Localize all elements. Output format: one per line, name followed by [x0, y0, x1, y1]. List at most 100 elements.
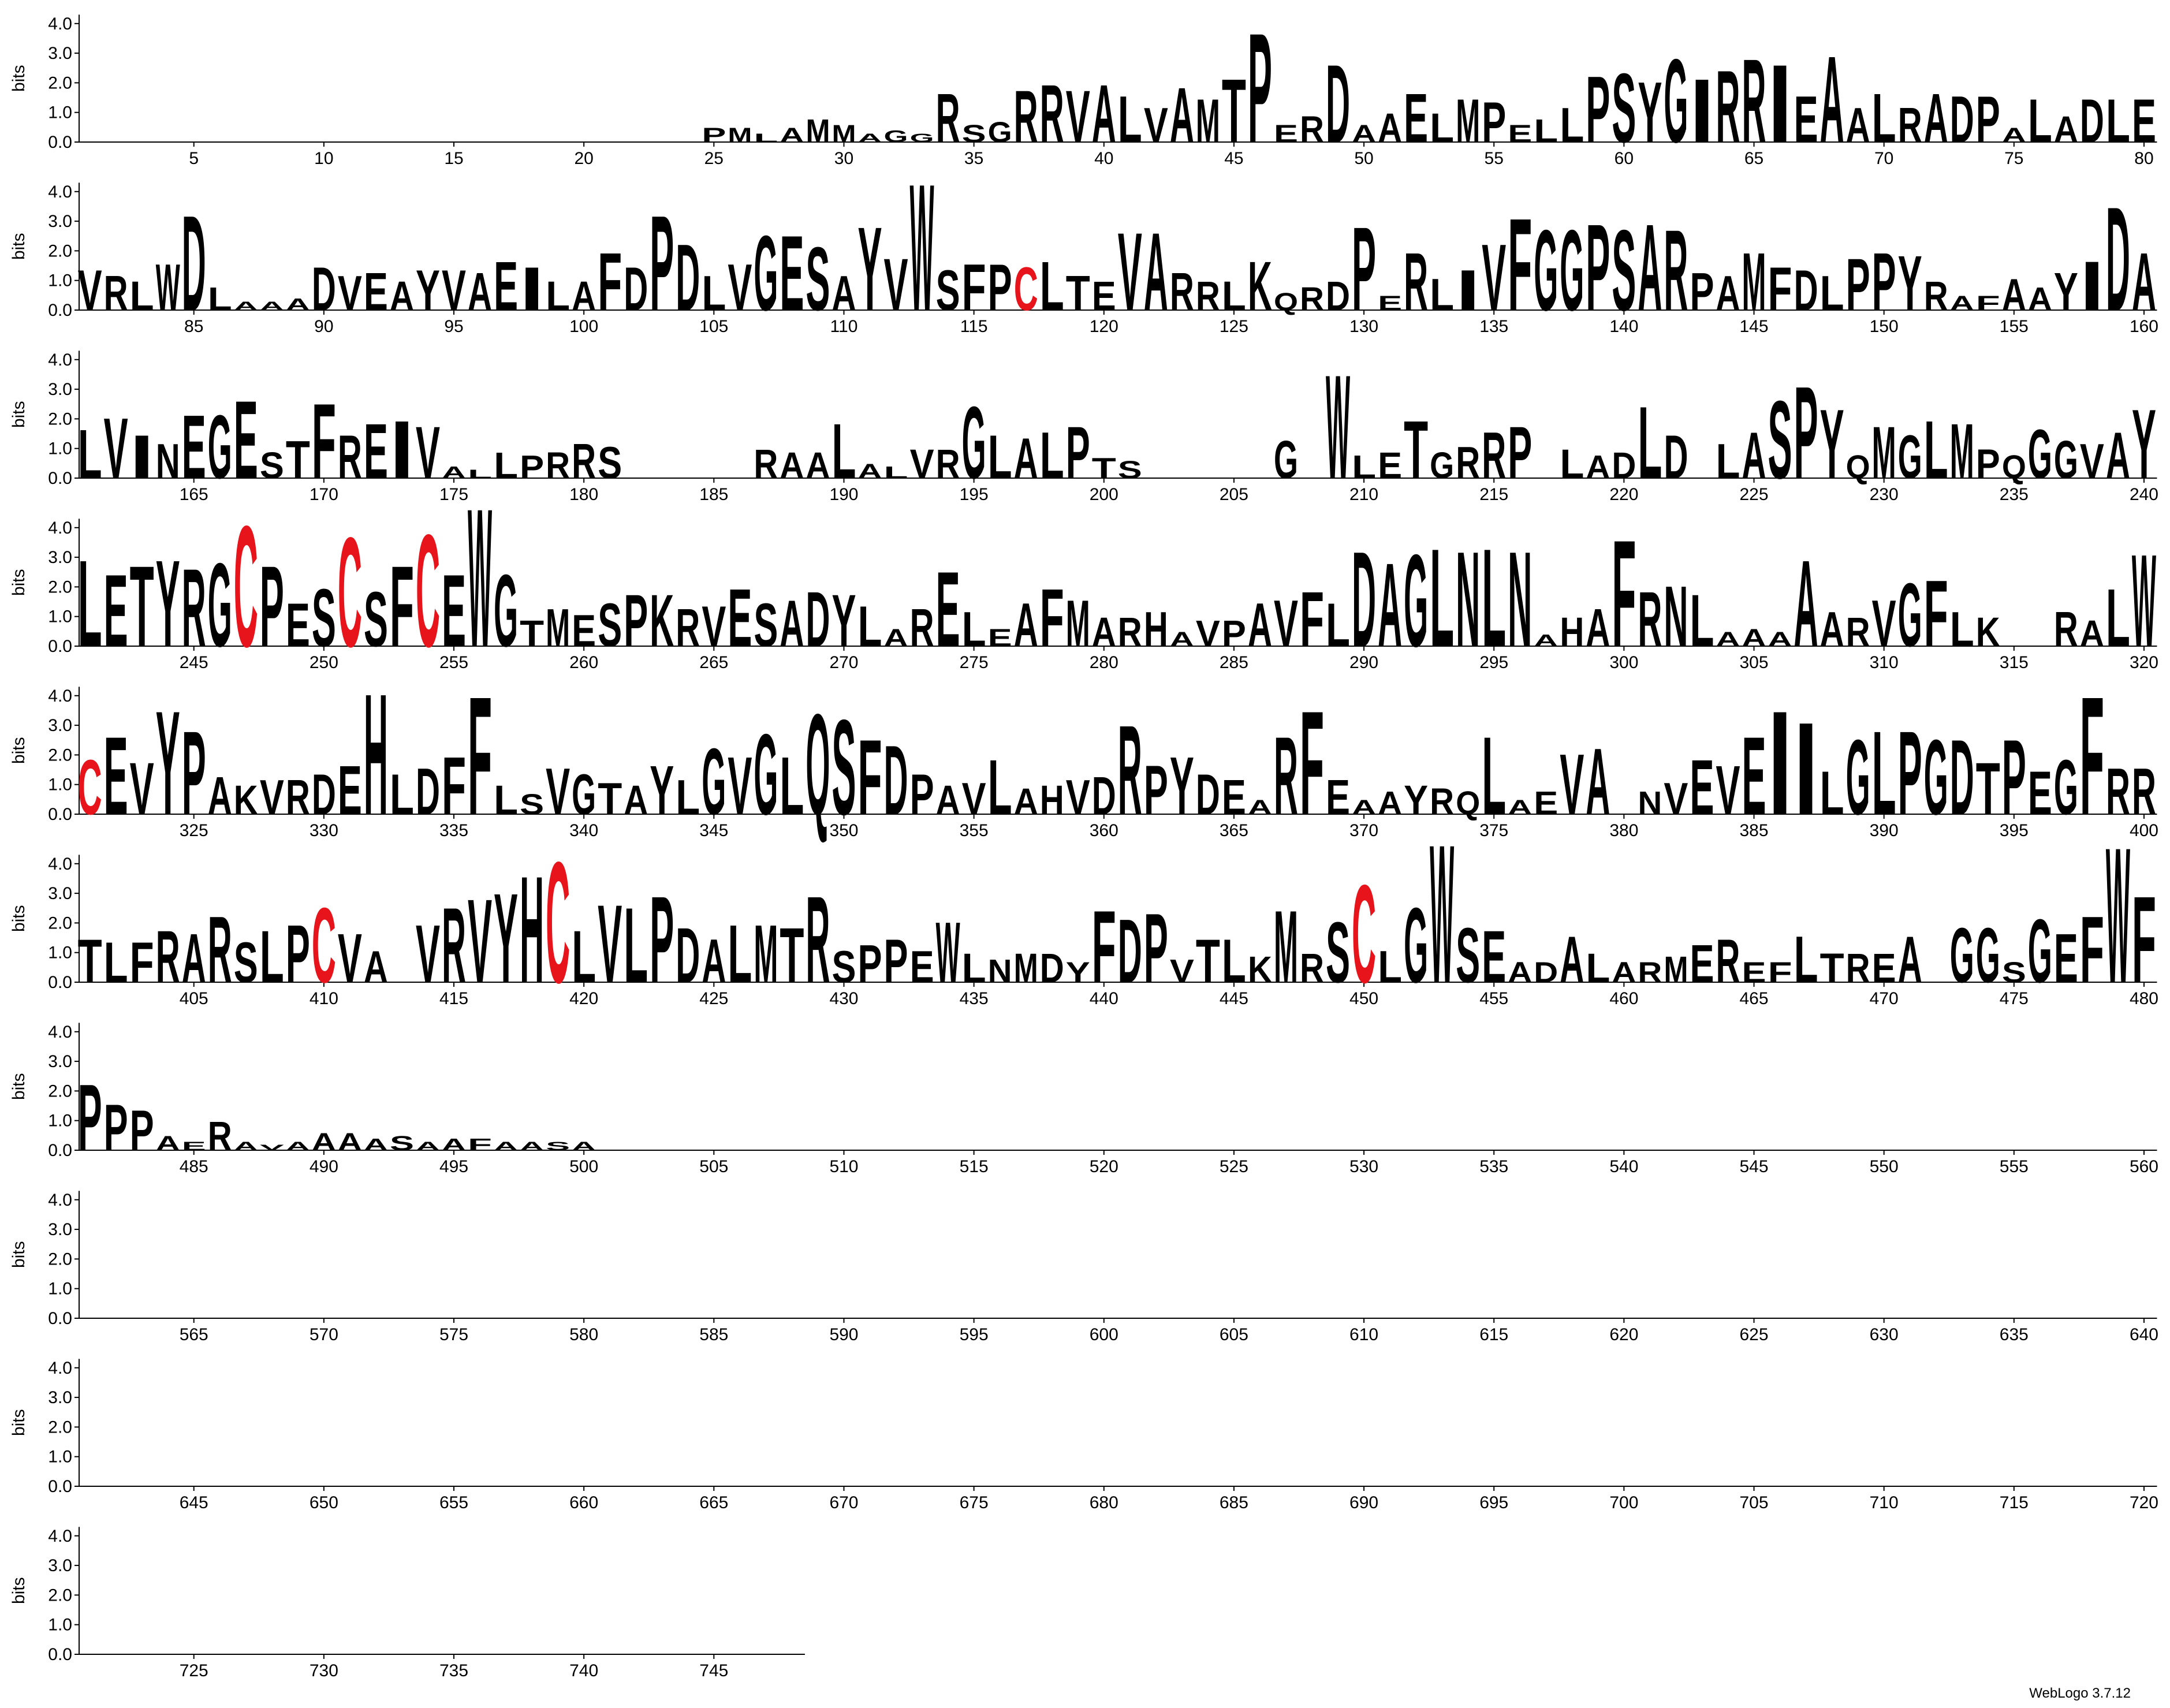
x-tick-label: 340	[569, 821, 598, 840]
logo-letter: A	[780, 445, 804, 486]
x-tick-label: 35	[964, 149, 983, 168]
y-tick-label: 2.0	[48, 913, 72, 933]
y-tick-label: 2.0	[48, 1082, 72, 1101]
logo-letter: A	[1820, 602, 1844, 657]
logo-letter: G	[208, 539, 232, 672]
logo-letter: V	[1560, 736, 1584, 833]
x-tick-label: 320	[2130, 653, 2158, 672]
y-tick-label: 3.0	[48, 884, 72, 903]
y-tick-label: 0.0	[48, 637, 72, 656]
y-tick-label: 4.0	[48, 1191, 72, 1210]
logo-letter: G	[910, 131, 934, 145]
logo-letter: A	[2028, 281, 2052, 318]
logo-letter: L	[2028, 86, 2052, 155]
x-tick-label: 730	[310, 1661, 338, 1680]
logo-letter: E	[1508, 120, 1532, 148]
logo-letter: E	[364, 408, 388, 495]
logo-letter: T	[1404, 405, 1428, 497]
logo-letter: G	[1404, 528, 1428, 674]
logo-letter: F	[1768, 254, 1792, 323]
logo-letter: A	[1612, 956, 1636, 989]
logo-letter: P	[910, 763, 934, 827]
logo-letter: A	[1586, 449, 1610, 486]
y-tick-label: 1.0	[48, 1112, 72, 1131]
logo-letter: D	[676, 225, 700, 330]
logo-letter: R	[1664, 206, 1688, 335]
logo-letter: P	[624, 580, 648, 662]
logo-letter: A	[520, 1139, 544, 1153]
logo-letter: P	[1508, 412, 1532, 494]
logo-letter: E	[1742, 956, 1766, 989]
x-tick-label: 570	[310, 1325, 338, 1344]
logo-letter: R	[286, 770, 310, 825]
logo-letter: A	[416, 1139, 440, 1153]
logo-letter: A	[1638, 199, 1662, 337]
logo-letter: V	[468, 875, 492, 1008]
logo-letter: T	[1820, 945, 1844, 991]
x-tick-label: 175	[439, 485, 468, 504]
logo-letter: A	[1014, 590, 1038, 659]
x-tick-label: 325	[180, 821, 208, 840]
logo-letter: D	[1196, 763, 1220, 827]
x-tick-label: 350	[829, 821, 858, 840]
x-tick-label: 465	[1739, 989, 1768, 1008]
y-tick-label: 3.0	[48, 1556, 72, 1575]
y-tick-label: 4.0	[48, 519, 72, 538]
logo-letter: R	[208, 1113, 232, 1159]
logo-letter: G	[1898, 422, 1922, 491]
x-tick-label: 680	[1090, 1493, 1118, 1512]
logo-letter: R	[1846, 609, 1870, 655]
logo-letter: T	[780, 912, 804, 999]
logo-letter: L	[1560, 441, 1584, 487]
x-tick-label: 145	[1739, 317, 1768, 336]
logo-letter: D	[2080, 86, 2104, 155]
logo-letter: A	[182, 919, 206, 997]
x-tick-label: 560	[2130, 1157, 2158, 1176]
logo-letter: S	[1612, 53, 1636, 163]
y-tick-label: 4.0	[48, 687, 72, 706]
logo-letter: E	[1092, 273, 1116, 319]
logo-letter: F	[2132, 871, 2156, 1009]
logo-letter: A	[2132, 237, 2156, 329]
logo-letter: A	[1248, 590, 1272, 659]
y-axis-label: bits	[9, 905, 28, 932]
logo-letter: P	[702, 124, 726, 147]
logo-letter: P	[884, 926, 908, 995]
logo-letter: L	[1352, 449, 1376, 486]
logo-letter: A	[1508, 796, 1532, 819]
logo-letter: D	[1950, 83, 1974, 156]
x-tick-label: 460	[1609, 989, 1638, 1008]
logo-letter: E	[728, 573, 752, 665]
x-tick-label: 170	[310, 485, 338, 504]
logo-letter: E	[364, 262, 388, 322]
logo-letter: S	[234, 931, 258, 995]
logo-letter: V	[962, 774, 986, 824]
logo-letter: R	[572, 434, 596, 489]
logo-letter: A	[1352, 796, 1376, 819]
y-tick-label: 1.0	[48, 1448, 72, 1467]
logo-letter: D	[1092, 766, 1116, 826]
logo-letter: A	[1820, 31, 1844, 169]
x-tick-label: 115	[960, 317, 988, 336]
x-tick-label: 740	[569, 1661, 598, 1680]
x-tick-label: 515	[960, 1157, 989, 1176]
logo-letter: R	[1898, 98, 1922, 153]
x-tick-label: 475	[2000, 989, 2029, 1008]
x-tick-label: 360	[1090, 821, 1118, 840]
x-tick-label: 485	[180, 1157, 208, 1176]
logo-letter: A	[1092, 609, 1116, 655]
x-tick-label: 130	[1349, 317, 1378, 336]
x-tick-label: 505	[699, 1157, 728, 1176]
logo-letter: G	[1898, 564, 1922, 665]
y-tick-label: 3.0	[48, 1388, 72, 1407]
y-tick-label: 2.0	[48, 1418, 72, 1437]
x-tick-label: 285	[1220, 653, 1248, 672]
logo-letter: A	[1014, 427, 1038, 491]
logo-letter: T	[286, 430, 310, 490]
x-tick-label: 420	[569, 989, 598, 1008]
logo-letter: R	[208, 897, 232, 1002]
x-tick-label: 530	[1349, 1157, 1378, 1176]
logo-letter: E	[2054, 919, 2078, 997]
logo-letter: L	[1872, 79, 1896, 157]
x-tick-label: 60	[1615, 149, 1634, 168]
